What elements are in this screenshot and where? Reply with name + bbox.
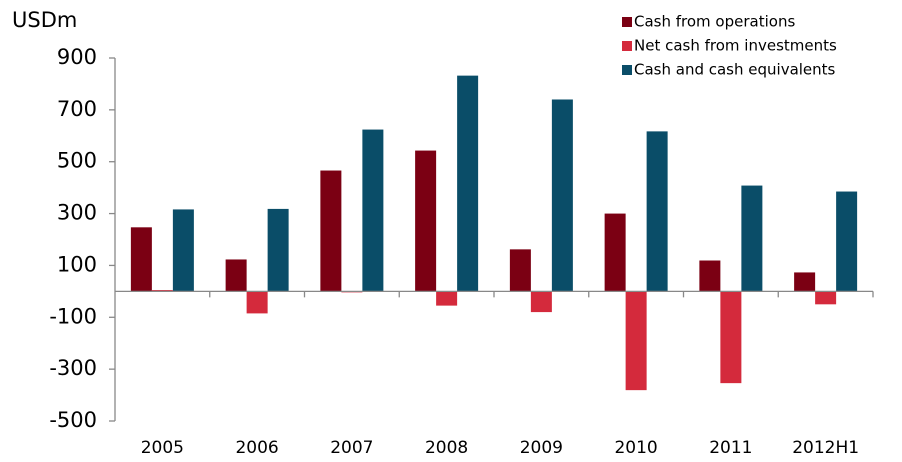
- bar: [267, 208, 289, 292]
- x-tick-label: 2008: [425, 438, 468, 458]
- x-tick-label: 2006: [235, 438, 278, 458]
- y-tick-label: -300: [49, 356, 97, 380]
- bar: [720, 291, 742, 384]
- x-tick-label: 2011: [709, 438, 752, 458]
- bar: [457, 75, 479, 292]
- y-tick-label: -100: [49, 304, 97, 328]
- x-tick-label: 2012H1: [792, 438, 859, 458]
- y-axis-label: USDm: [12, 8, 77, 32]
- legend-label: Cash and cash equivalents: [634, 61, 836, 79]
- x-tick-label: 2005: [141, 438, 184, 458]
- legend-swatch: [622, 17, 632, 27]
- legend-label: Net cash from investments: [634, 37, 837, 55]
- legend-label: Cash from operations: [634, 13, 795, 31]
- bar: [225, 259, 247, 292]
- bar: [362, 129, 384, 292]
- legend-swatch: [622, 41, 632, 51]
- bar: [320, 170, 342, 292]
- y-tick-label: 100: [57, 252, 97, 276]
- y-tick-label: 300: [57, 201, 97, 225]
- bar: [699, 260, 721, 292]
- x-tick-label: 2010: [614, 438, 657, 458]
- y-tick-label: 500: [57, 149, 97, 173]
- bar: [836, 191, 858, 292]
- y-tick-label: 900: [57, 45, 97, 69]
- bar: [646, 131, 668, 292]
- bar: [130, 227, 152, 292]
- x-tick-label: 2009: [520, 438, 563, 458]
- bar: [604, 213, 626, 292]
- bar: [415, 150, 437, 292]
- bar: [551, 99, 573, 292]
- y-tick-label: -500: [49, 408, 97, 432]
- y-tick-label: 700: [57, 97, 97, 121]
- bar: [509, 249, 531, 292]
- bar: [625, 291, 647, 391]
- bar: [815, 291, 837, 305]
- bar: [436, 291, 458, 306]
- legend-swatch: [622, 65, 632, 75]
- bar: [741, 185, 763, 292]
- bar: [530, 291, 552, 313]
- bar: [172, 209, 194, 292]
- bar: [794, 272, 816, 292]
- x-tick-label: 2007: [330, 438, 373, 458]
- bar: [246, 291, 268, 314]
